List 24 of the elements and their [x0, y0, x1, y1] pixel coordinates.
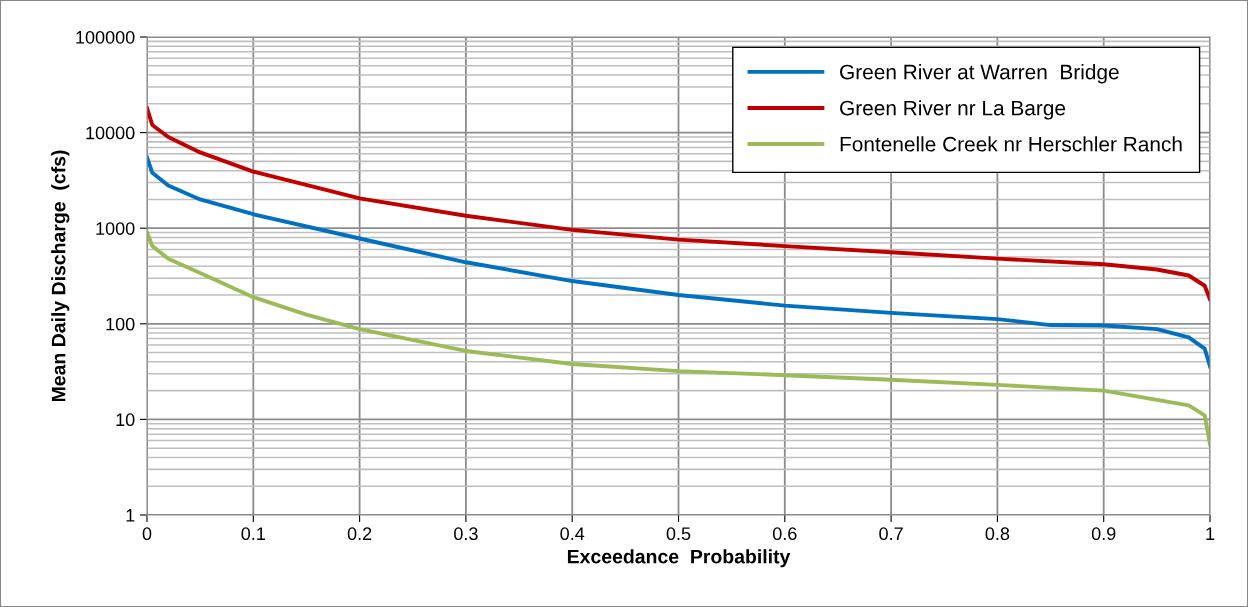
x-tick-label: 1 — [1206, 527, 1215, 540]
legend-label: Fontenelle Creek nr Herschler Ranch — [840, 136, 1182, 152]
x-axis-title: Exceedance Probability — [567, 549, 791, 568]
x-tick-label: 0.8 — [985, 527, 1010, 541]
x-tick-label: 0.2 — [347, 527, 372, 541]
x-tick-label: 0.1 — [241, 527, 265, 541]
legend-label: Green River at Warren Bridge — [840, 64, 1119, 84]
y-tick-label: 1000 — [96, 222, 135, 235]
line-series — [147, 155, 1210, 369]
y-tick-label: 100000 — [76, 30, 135, 44]
x-tick-label: 0.3 — [454, 527, 478, 541]
x-tick-label: 0.5 — [666, 527, 691, 541]
y-tick-label: 10 — [116, 413, 135, 427]
y-tick-label: 100 — [106, 317, 135, 331]
x-tick-label: 0.9 — [1091, 527, 1116, 541]
line-series — [147, 230, 1210, 447]
y-tick-label: 10000 — [86, 126, 135, 140]
x-tick-label: 0 — [142, 527, 152, 541]
x-tick-label: 0.7 — [879, 527, 903, 541]
x-tick-label: 0.4 — [560, 527, 585, 541]
legend-label: Green River nr La Barge — [840, 100, 1066, 120]
y-axis-title: Mean Daily Discharge (cfs) — [51, 150, 70, 402]
x-tick-label: 0.6 — [772, 527, 797, 541]
y-tick-label: 1 — [126, 509, 135, 522]
